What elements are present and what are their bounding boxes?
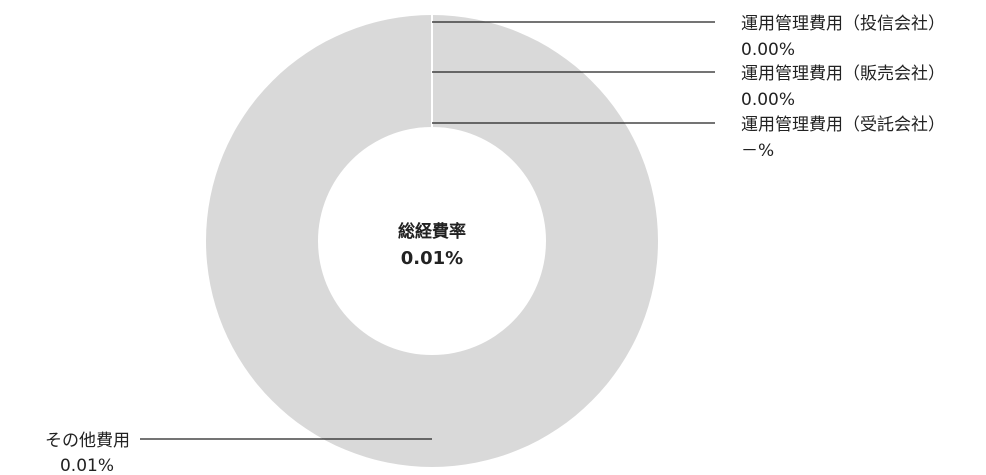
slice-label-other-expenses: その他費用 (45, 431, 130, 451)
slice-label-trust-company: 運用管理費用（受託会社） (741, 115, 945, 135)
slice-value-trust-company: －% (741, 141, 774, 161)
slice-value-other-expenses: 0.01% (60, 456, 114, 475)
slice-value-sales-company: 0.00% (741, 90, 795, 110)
center-title: 総経費率 (398, 221, 466, 242)
donut-slice-other-expenses (206, 15, 658, 467)
slice-label-investment-company: 運用管理費用（投信会社） (741, 14, 945, 34)
slice-label-sales-company: 運用管理費用（販売会社） (741, 64, 945, 84)
center-value: 0.01% (401, 248, 463, 269)
slice-value-investment-company: 0.00% (741, 40, 795, 60)
donut-ring (206, 15, 658, 467)
